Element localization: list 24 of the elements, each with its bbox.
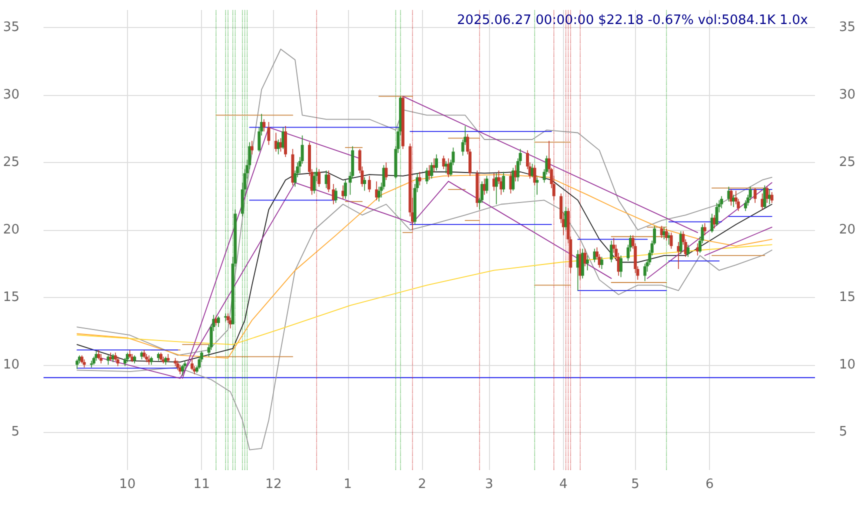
x-tick-label: 4	[559, 477, 568, 492]
x-tick-label: 3	[485, 477, 494, 492]
y-tick-label: 35	[2, 20, 20, 36]
y2-tick-label: 15	[839, 290, 856, 305]
x-tick-label: 6	[705, 477, 714, 492]
x-tick-label: 10	[119, 477, 136, 492]
chart-title: 2025.06.27 00:00:00 $22.18 -0.67% vol:5084.1K 1.0x	[457, 13, 808, 28]
y-tick-label: 25	[2, 154, 20, 170]
x-tick-label: 5	[631, 477, 640, 492]
y2-tick-label: 5	[839, 424, 848, 440]
y-tick-label: 30	[2, 87, 20, 102]
x-tick-label: 12	[265, 477, 282, 492]
y-tick-label: 15	[2, 290, 20, 305]
y2-tick-label: 35	[839, 20, 856, 36]
x-tick-label: 11	[193, 477, 210, 492]
y-tick-label: 20	[2, 222, 20, 238]
y2-tick-label: 20	[839, 222, 856, 238]
x-tick-label: 1	[344, 477, 352, 492]
y2-tick-label: 25	[839, 154, 856, 170]
y-tick-label: 5	[11, 424, 20, 440]
y2-tick-label: 30	[839, 87, 856, 102]
y-tick-label: 10	[2, 357, 20, 372]
x-tick-label: 2	[418, 477, 426, 492]
y2-tick-label: 10	[839, 357, 856, 372]
